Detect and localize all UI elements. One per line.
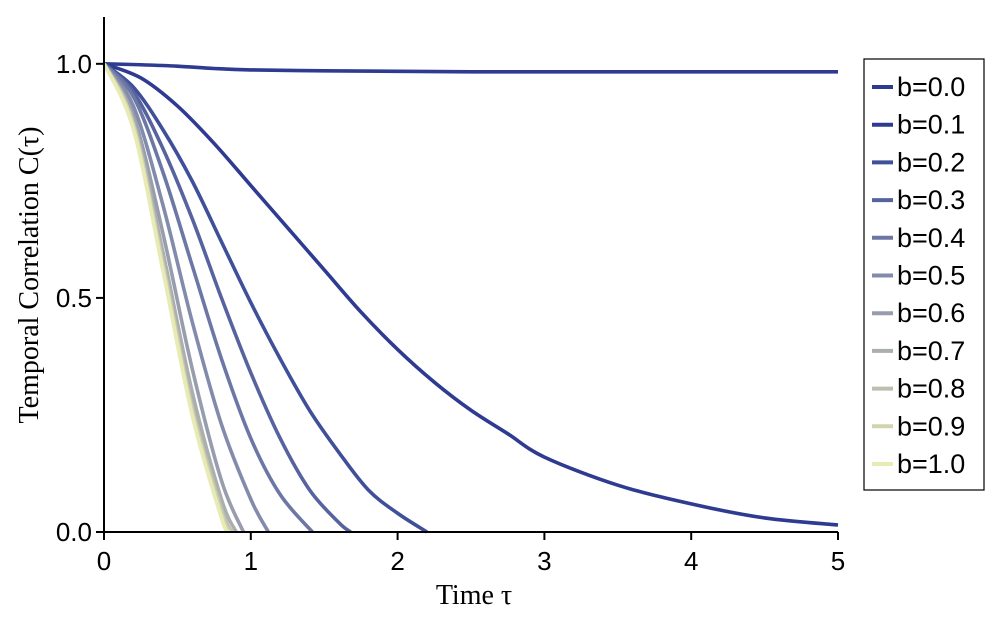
- x-axis-label: Time τ: [436, 580, 512, 611]
- legend-label: b=0.9: [897, 411, 965, 441]
- legend-label: b=0.4: [897, 223, 965, 253]
- series-line-5: [102, 62, 271, 533]
- y-tick-label: 0.5: [56, 283, 92, 313]
- legend-label: b=0.2: [897, 147, 965, 177]
- series-line-0: [103, 62, 838, 74]
- series-line-10: [102, 63, 231, 534]
- legend-label: b=1.0: [897, 449, 965, 479]
- y-tick-label: 1.0: [56, 49, 92, 79]
- legend-label: b=0.0: [897, 72, 965, 102]
- y-ticks: 0.0 0.5 1.0: [56, 49, 104, 547]
- legend-label: b=0.1: [897, 110, 965, 140]
- series-line-1: [103, 62, 839, 527]
- legend-label: b=0.5: [897, 261, 965, 291]
- legend-label: b=0.6: [897, 298, 965, 328]
- y-axis-label: Temporal Correlation C(τ): [14, 127, 45, 424]
- legend: b=0.0 b=0.1 b=0.2 b=0.3 b=0.4 b=0.5 b=0.6 b=0.7…: [863, 58, 985, 491]
- legend-label: b=0.3: [897, 185, 965, 215]
- x-tick-label: 2: [390, 546, 404, 576]
- x-tick-label: 0: [97, 546, 111, 576]
- axes: [103, 17, 838, 533]
- x-tick-label: 1: [244, 546, 258, 576]
- legend-label: b=0.7: [897, 336, 965, 366]
- series-line-2: [102, 62, 428, 534]
- x-tick-label: 3: [537, 546, 551, 576]
- y-tick-label: 0.0: [56, 517, 92, 547]
- x-tick-label: 4: [684, 546, 698, 576]
- x-tick-label: 5: [831, 546, 845, 576]
- series-lines: [102, 62, 839, 534]
- series-line-4: [102, 62, 314, 534]
- legend-label: b=0.8: [897, 374, 965, 404]
- x-ticks: 0 1 2 3 4 5: [97, 532, 845, 576]
- series-line-3: [102, 62, 352, 534]
- legend-box: [863, 58, 985, 491]
